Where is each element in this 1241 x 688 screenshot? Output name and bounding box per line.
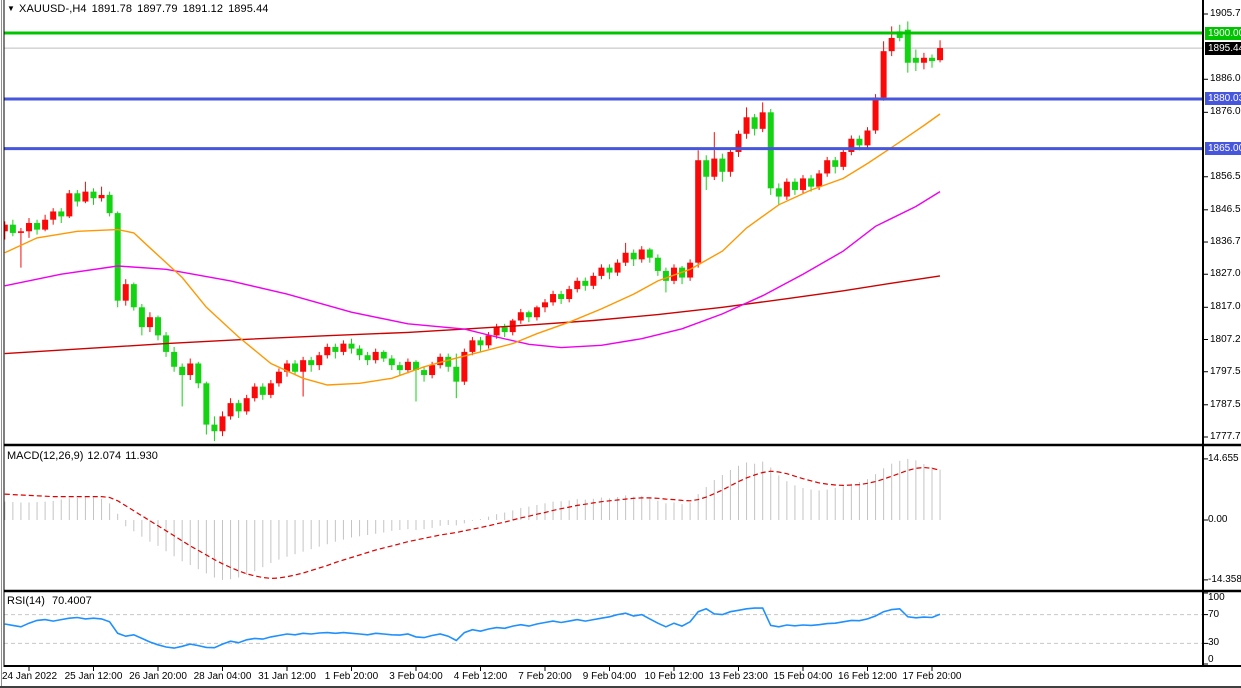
time-axis-label: 13 Feb 23:00: [709, 671, 768, 682]
hline-price-tag-1880: 1880.03: [1205, 92, 1241, 106]
time-axis-label: 17 Feb 20:00: [902, 671, 962, 682]
price-axis-label: 1787.50: [1210, 398, 1241, 410]
rsi-axis-label: 100: [1208, 592, 1225, 603]
price-axis-label: 1905.75: [1210, 7, 1241, 19]
rsi-name: RSI(14): [7, 595, 45, 607]
ohlc-low: 1891.12: [182, 3, 224, 15]
macd-signal-value: 11.930: [125, 450, 158, 462]
price-axis-label: 1807.25: [1210, 333, 1241, 345]
macd-axis-label: 0.00: [1208, 514, 1228, 525]
time-axis-label: 31 Jan 12:00: [258, 671, 316, 682]
time-axis-label: 10 Feb 12:00: [644, 671, 704, 682]
time-axis-label: 3 Feb 04:00: [389, 671, 443, 682]
ohlc-close: 1895.44: [228, 3, 269, 15]
rsi-axis-label: 70: [1208, 608, 1220, 620]
macd-name: MACD(12,26,9): [7, 450, 84, 462]
ohlc-open: 1891.78: [91, 3, 133, 15]
time-axis-label: 24 Jan 2022: [2, 671, 58, 682]
time-axis-label: 9 Feb 04:00: [582, 671, 637, 682]
price-axis-label: 1797.50: [1210, 365, 1241, 377]
price-axis-label: 1856.50: [1210, 170, 1241, 182]
price-axis-label: 1817.00: [1210, 301, 1241, 313]
price-axis-label: 1876.00: [1210, 106, 1241, 118]
price-axis-label: 1886.00: [1210, 73, 1241, 85]
chart-title: ▼ XAUUSD-,H4 1891.78 1897.79 1891.12 1895.44: [7, 3, 269, 15]
ohlc-high: 1897.79: [137, 3, 178, 15]
rsi-indicator-label: RSI(14) 70.4007: [7, 595, 96, 607]
chart-menu-icon[interactable]: ▼: [7, 4, 16, 13]
time-axis-label: 16 Feb 12:00: [838, 671, 897, 682]
time-axis-label: 1 Feb 20:00: [324, 671, 379, 682]
price-axis-label: 1846.50: [1210, 203, 1241, 215]
time-axis-label: 26 Jan 20:00: [129, 671, 187, 682]
rsi-value: 70.4007: [51, 595, 92, 607]
price-axis-label: 1836.75: [1210, 236, 1241, 248]
time-axis-label: 7 Feb 20:00: [518, 671, 572, 682]
rsi-axis-label: 30: [1208, 637, 1220, 649]
macd-indicator-label: MACD(12,26,9) 12.074 11.930: [7, 450, 162, 462]
rsi-axis-label: 0: [1208, 654, 1214, 665]
hline-price-tag-1900: 1900.00: [1205, 26, 1241, 40]
price-axis-label: 1827.00: [1210, 268, 1241, 280]
hline-price-tag-1865: 1865.00: [1205, 142, 1241, 156]
macd-axis-label: 14.655: [1208, 452, 1239, 464]
time-axis-label: 4 Feb 12:00: [453, 671, 508, 682]
time-axis-label: 15 Feb 04:00: [773, 671, 833, 682]
time-axis-label: 25 Jan 12:00: [64, 671, 123, 682]
current-price-tag: 1895.44: [1205, 41, 1241, 55]
time-axis-label: 28 Jan 04:00: [193, 671, 252, 682]
symbol-period-label: XAUUSD-,H4: [19, 3, 87, 15]
macd-axis-label: -14.358: [1208, 573, 1241, 585]
macd-main-value: 12.074: [87, 450, 122, 462]
price-axis-label: 1777.75: [1210, 430, 1241, 442]
